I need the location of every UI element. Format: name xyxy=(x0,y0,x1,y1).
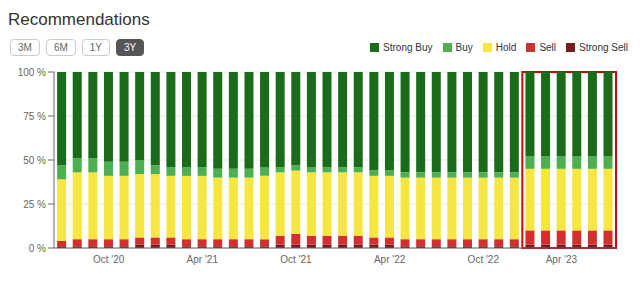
svg-text:25 %: 25 % xyxy=(23,199,46,210)
svg-text:75 %: 75 % xyxy=(23,111,46,122)
html-text:6M: 6M xyxy=(53,41,68,53)
html-text:Sell: Sell xyxy=(539,41,557,53)
html-text:Recommendations: Recommendations xyxy=(8,10,150,29)
svg-text:50 %: 50 % xyxy=(23,155,46,166)
svg-text:Apr '22: Apr '22 xyxy=(374,254,406,265)
svg-text:Oct '22: Oct '22 xyxy=(468,254,500,265)
html-text:Hold: Hold xyxy=(495,41,517,53)
svg-text:0 %: 0 % xyxy=(29,243,46,254)
svg-text:Oct '20: Oct '20 xyxy=(93,254,125,265)
svg-text:Apr '23: Apr '23 xyxy=(546,254,578,265)
html-text:Strong Buy: Strong Buy xyxy=(383,41,433,53)
html-text:1Y: 1Y xyxy=(89,41,102,53)
svg-text:Oct '21: Oct '21 xyxy=(280,254,312,265)
svg-text:Apr '21: Apr '21 xyxy=(187,254,219,265)
html-text:3M: 3M xyxy=(18,41,32,53)
html-text:3Y: 3Y xyxy=(124,41,137,53)
svg-text:100 %: 100 % xyxy=(18,67,46,78)
html-text:Strong Sell: Strong Sell xyxy=(579,41,628,53)
html-text:Buy: Buy xyxy=(455,41,473,53)
